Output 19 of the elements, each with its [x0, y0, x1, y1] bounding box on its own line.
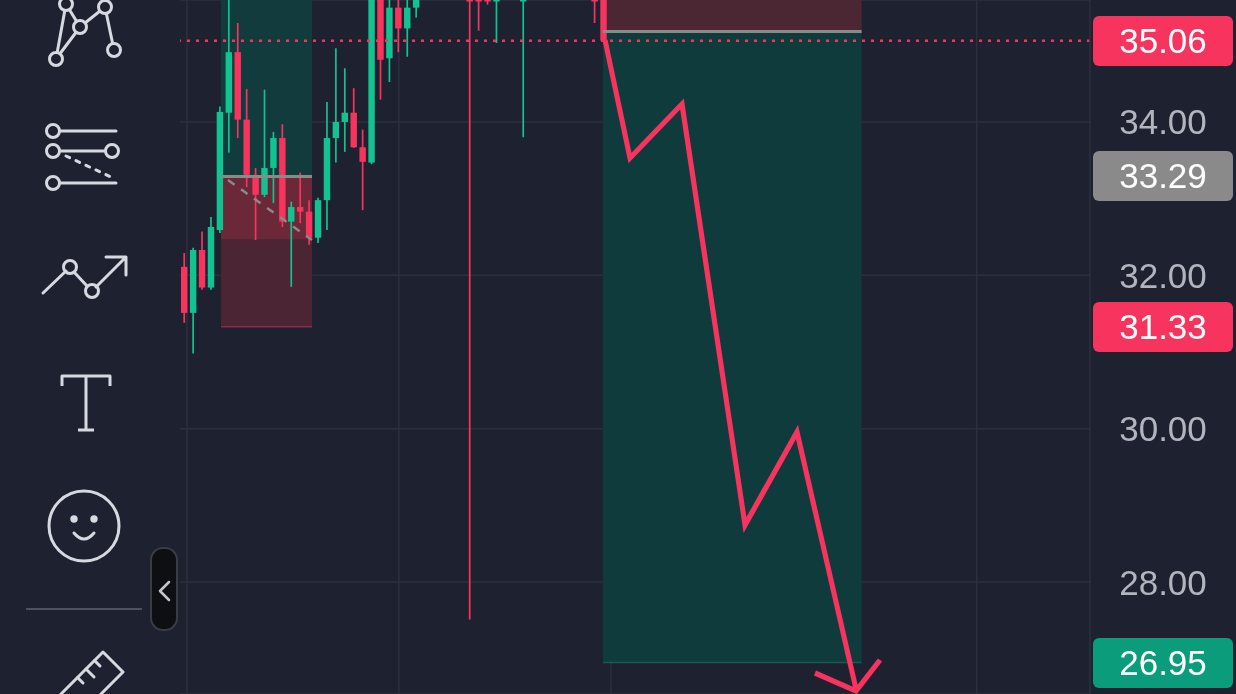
candlestick: [359, 128, 366, 211]
ref-line-label: 35.06: [1093, 15, 1233, 66]
candlestick: [475, 0, 482, 32]
candlestick: [332, 47, 340, 164]
candlestick: [591, 0, 598, 24]
candlestick: [288, 200, 295, 288]
candlestick: [520, 0, 527, 139]
candlestick: [404, 0, 411, 58]
candlestick: [493, 0, 500, 44]
candlestick: [341, 67, 349, 153]
y-tick-label: 34.00: [1119, 102, 1207, 142]
y-tick-label: 28.00: [1119, 562, 1207, 602]
text: 33.29: [1093, 151, 1233, 202]
y-tick-label: 30.00: [1119, 409, 1207, 449]
text: 31.33: [1093, 301, 1233, 352]
y-tick-label: 32.00: [1119, 255, 1207, 295]
candlestick: [252, 167, 259, 241]
candlestick: [296, 171, 304, 224]
text: 26.95: [1093, 637, 1233, 688]
